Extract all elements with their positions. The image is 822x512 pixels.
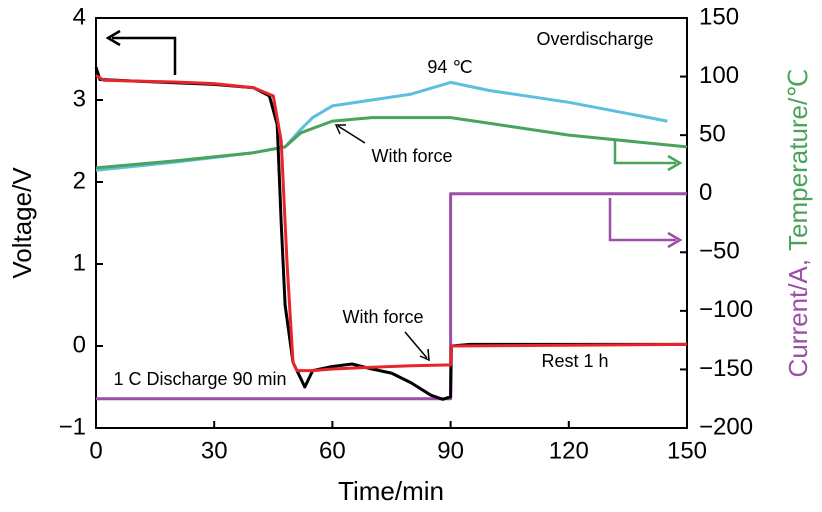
x-tick-label: 30	[201, 437, 228, 464]
x-tick-label: 0	[89, 437, 102, 464]
y-tick-label: 3	[73, 85, 86, 112]
arrow-head	[667, 231, 683, 249]
annotation: With force	[342, 307, 423, 327]
arrow	[404, 331, 428, 359]
arrows	[105, 29, 683, 362]
x-tick-label: 90	[437, 437, 464, 464]
annotation: Overdischarge	[536, 29, 653, 49]
arrow	[337, 125, 366, 144]
y2-axis-label: Current/A, Temperature/℃	[783, 69, 813, 378]
y2-tick-label: 50	[699, 120, 726, 147]
annotation: Rest 1 h	[541, 351, 608, 371]
y-tick-label: 1	[73, 249, 86, 276]
y2-label-current: Current/A,	[783, 259, 813, 378]
arrow-head	[419, 348, 430, 362]
y-tick-label: −1	[59, 413, 86, 440]
y2-tick-label: 150	[699, 3, 739, 30]
annotation: With force	[371, 146, 452, 166]
arrow-head	[334, 124, 346, 135]
y2-tick-label: −150	[699, 355, 753, 382]
y2-tick-label: 0	[699, 179, 712, 206]
y-tick-label: 4	[73, 3, 86, 30]
arrow	[613, 140, 676, 165]
arrow-head	[667, 154, 683, 172]
x-tick-label: 120	[549, 437, 589, 464]
annotation: 1 C Discharge 90 min	[113, 369, 286, 389]
y-tick-label: 2	[73, 167, 86, 194]
series-line	[96, 192, 687, 401]
x-axis-label: Time/min	[338, 476, 444, 506]
y2-tick-label: 100	[699, 62, 739, 89]
series-line	[95, 116, 688, 170]
annotation: 94 ℃	[427, 57, 472, 77]
arrow	[608, 198, 676, 242]
y-tick-label: 0	[73, 331, 86, 358]
y2-tick-label: −50	[699, 238, 740, 265]
arrow	[112, 36, 177, 75]
plot-frame	[95, 17, 688, 429]
y2-label-temperature: Temperature/℃	[783, 69, 813, 251]
y2-tick-label: −200	[699, 413, 753, 440]
x-tick-label: 150	[667, 437, 707, 464]
x-tick-label: 60	[319, 437, 346, 464]
y-axis-label: Voltage/V	[7, 167, 37, 279]
series-line	[95, 74, 688, 373]
arrow-head	[105, 29, 121, 47]
y2-tick-label: −100	[699, 296, 753, 323]
